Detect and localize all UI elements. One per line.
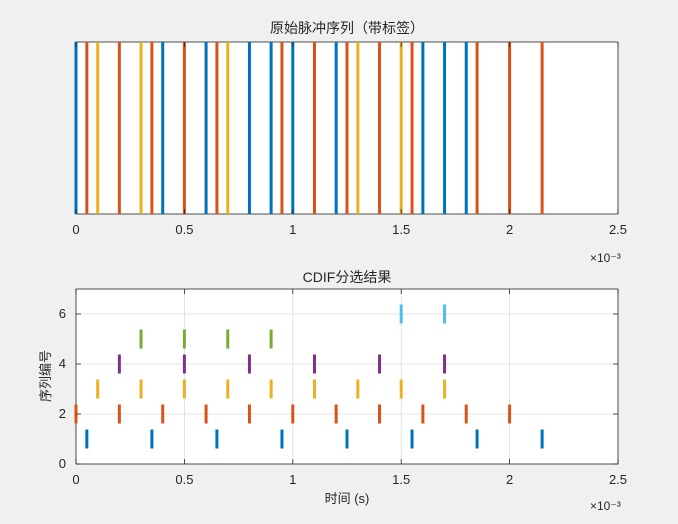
bottom-y-tick-label: 2 [59,406,66,421]
bottom-y-tick-label: 0 [59,456,66,471]
bottom-x-tick-label: 2 [506,472,513,487]
bottom-x-tick-label: 0 [72,472,79,487]
bottom-y-tick-label: 4 [59,356,66,371]
top-title: 原始脉冲序列（带标签） [270,20,424,36]
bottom-x-tick-label: 2.5 [609,472,627,487]
bottom-x-exponent: ×10⁻³ [590,499,621,513]
top-x-exponent: ×10⁻³ [590,251,621,265]
bottom-x-label: 时间 (s) [325,491,370,506]
bottom-x-tick-label: 1.5 [392,472,410,487]
top-x-tick-label: 2.5 [609,222,627,237]
bottom-title: CDIF分选结果 [303,269,392,285]
top-x-tick-label: 2 [506,222,513,237]
top-x-tick-label: 1 [289,222,296,237]
top-pulses [74,42,544,214]
bottom-y-label: 序列编号 [38,350,53,402]
bottom-axes-box [75,288,619,465]
bottom-x-tick-label: 0.5 [175,472,193,487]
bottom-x-ticks: 0 0.5 1 1.5 2 2.5 [72,289,627,487]
top-x-tick-label: 0.5 [175,222,193,237]
top-x-tick-label: 1.5 [392,222,410,237]
bottom-marks [74,304,544,449]
top-axes: 原始脉冲序列（带标签） 0 0.5 1 1.5 2 2.5 ×10⁻³ [72,20,627,265]
top-x-tick-label: 0 [72,222,79,237]
bottom-axes: CDIF分选结果 0 0.5 1 1.5 2 2.5 0 2 4 6 时间 (s) 序列编号 ×… [38,269,627,513]
bottom-y-tick-label: 6 [59,306,66,321]
bottom-y-ticks: 0 2 4 6 [59,306,618,471]
bottom-x-tick-label: 1 [289,472,296,487]
top-x-ticks: 0 0.5 1 1.5 2 2.5 [72,42,627,237]
